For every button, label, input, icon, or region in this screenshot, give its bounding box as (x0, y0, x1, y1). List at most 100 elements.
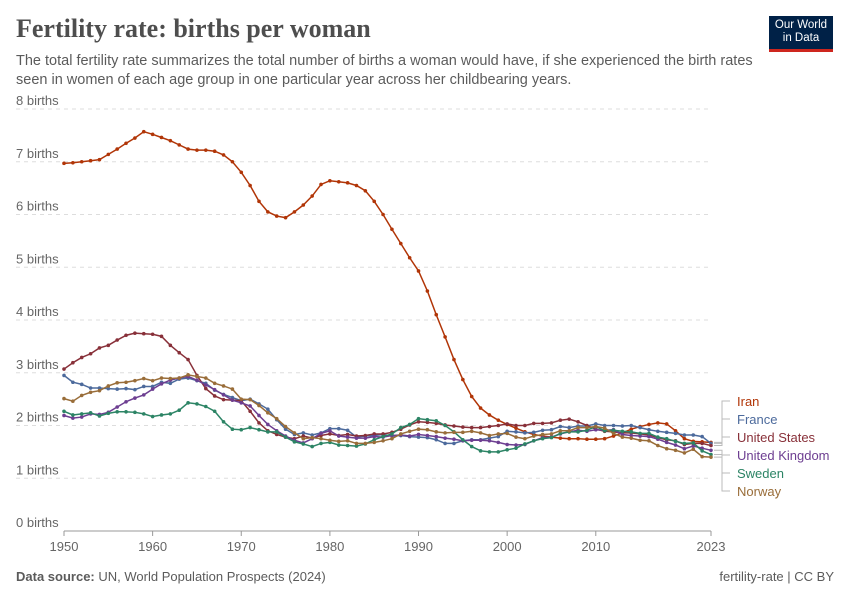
data-point (168, 376, 173, 381)
data-point (425, 289, 430, 293)
data-point (638, 438, 642, 443)
data-point (638, 425, 642, 430)
data-point (150, 387, 155, 391)
data-point (177, 143, 182, 147)
x-tick-label: 1950 (50, 539, 79, 554)
data-point (310, 435, 314, 440)
data-point (257, 413, 261, 418)
data-point (682, 436, 687, 441)
data-point (682, 451, 687, 455)
data-point (354, 444, 359, 448)
data-point (709, 452, 713, 457)
data-point (230, 427, 235, 431)
data-point (115, 409, 119, 414)
data-point (257, 403, 261, 408)
data-point (115, 387, 119, 391)
data-point (71, 360, 75, 365)
data-point (336, 434, 341, 438)
data-point (97, 414, 102, 418)
legend-connector (714, 449, 730, 456)
data-point (221, 153, 226, 157)
data-point (390, 227, 394, 232)
data-point (416, 420, 421, 424)
data-point (647, 438, 651, 443)
data-point (691, 447, 696, 452)
data-point (673, 431, 678, 436)
data-point (629, 433, 634, 438)
data-point (425, 417, 430, 422)
source-text[interactable]: UN, World Population Prospects (2024) (98, 569, 326, 584)
data-point (115, 147, 119, 151)
owid-logo[interactable]: Our World in Data (769, 16, 833, 52)
data-point (523, 442, 527, 446)
data-point (593, 422, 598, 426)
data-point (150, 414, 155, 419)
legend-label: United Kingdom (737, 448, 830, 463)
data-point (363, 441, 368, 446)
data-point (336, 439, 341, 444)
data-point (133, 410, 137, 415)
data-point (124, 333, 128, 338)
data-point (71, 413, 75, 417)
y-tick-label: 1 births (16, 462, 59, 477)
data-point (487, 413, 492, 417)
data-point (97, 346, 102, 350)
legend-connector (714, 456, 730, 492)
data-point (159, 334, 164, 339)
data-point (319, 182, 323, 187)
data-point (257, 421, 261, 425)
data-point (195, 374, 199, 379)
license[interactable]: fertility-rate | CC BY (719, 569, 834, 584)
data-point (443, 436, 447, 440)
data-point (88, 158, 93, 163)
data-point (354, 183, 359, 188)
data-point (150, 384, 155, 389)
data-point (700, 454, 704, 459)
data-point (336, 426, 341, 431)
data-point (398, 425, 403, 430)
data-point (487, 436, 492, 440)
data-point (239, 427, 244, 432)
data-point (567, 417, 571, 421)
data-point (212, 409, 217, 414)
data-point (487, 424, 492, 429)
data-point (647, 427, 651, 432)
data-point (283, 424, 288, 429)
data-point (97, 386, 102, 390)
x-tick-label: 2010 (581, 539, 610, 554)
data-point (177, 408, 182, 413)
data-point (283, 427, 288, 431)
data-point (186, 373, 190, 377)
data-point (301, 431, 306, 435)
data-point (452, 357, 456, 362)
data-point (345, 438, 350, 443)
data-point (549, 421, 554, 425)
data-point (549, 427, 554, 432)
data-point (664, 446, 669, 451)
data-point (363, 188, 368, 193)
y-tick-label: 2 births (16, 410, 59, 425)
data-point (558, 428, 563, 433)
data-point (407, 255, 412, 260)
data-point (124, 380, 128, 385)
data-point (505, 447, 509, 452)
data-point (239, 170, 244, 175)
data-point (673, 448, 678, 453)
data-point (363, 436, 368, 440)
data-point (124, 141, 128, 146)
source-label: Data source: (16, 569, 95, 584)
data-point (576, 436, 580, 441)
data-point (664, 436, 669, 441)
data-point (204, 386, 208, 391)
data-point (372, 437, 377, 442)
data-point (531, 434, 536, 438)
chart-title: Fertility rate: births per woman (16, 14, 371, 43)
data-point (310, 194, 314, 198)
data-point (469, 438, 474, 443)
data-point (407, 422, 412, 427)
legend-connector (714, 436, 730, 447)
data-point (558, 431, 563, 436)
data-point (168, 138, 173, 143)
data-point (531, 438, 536, 443)
data-point (602, 436, 607, 441)
